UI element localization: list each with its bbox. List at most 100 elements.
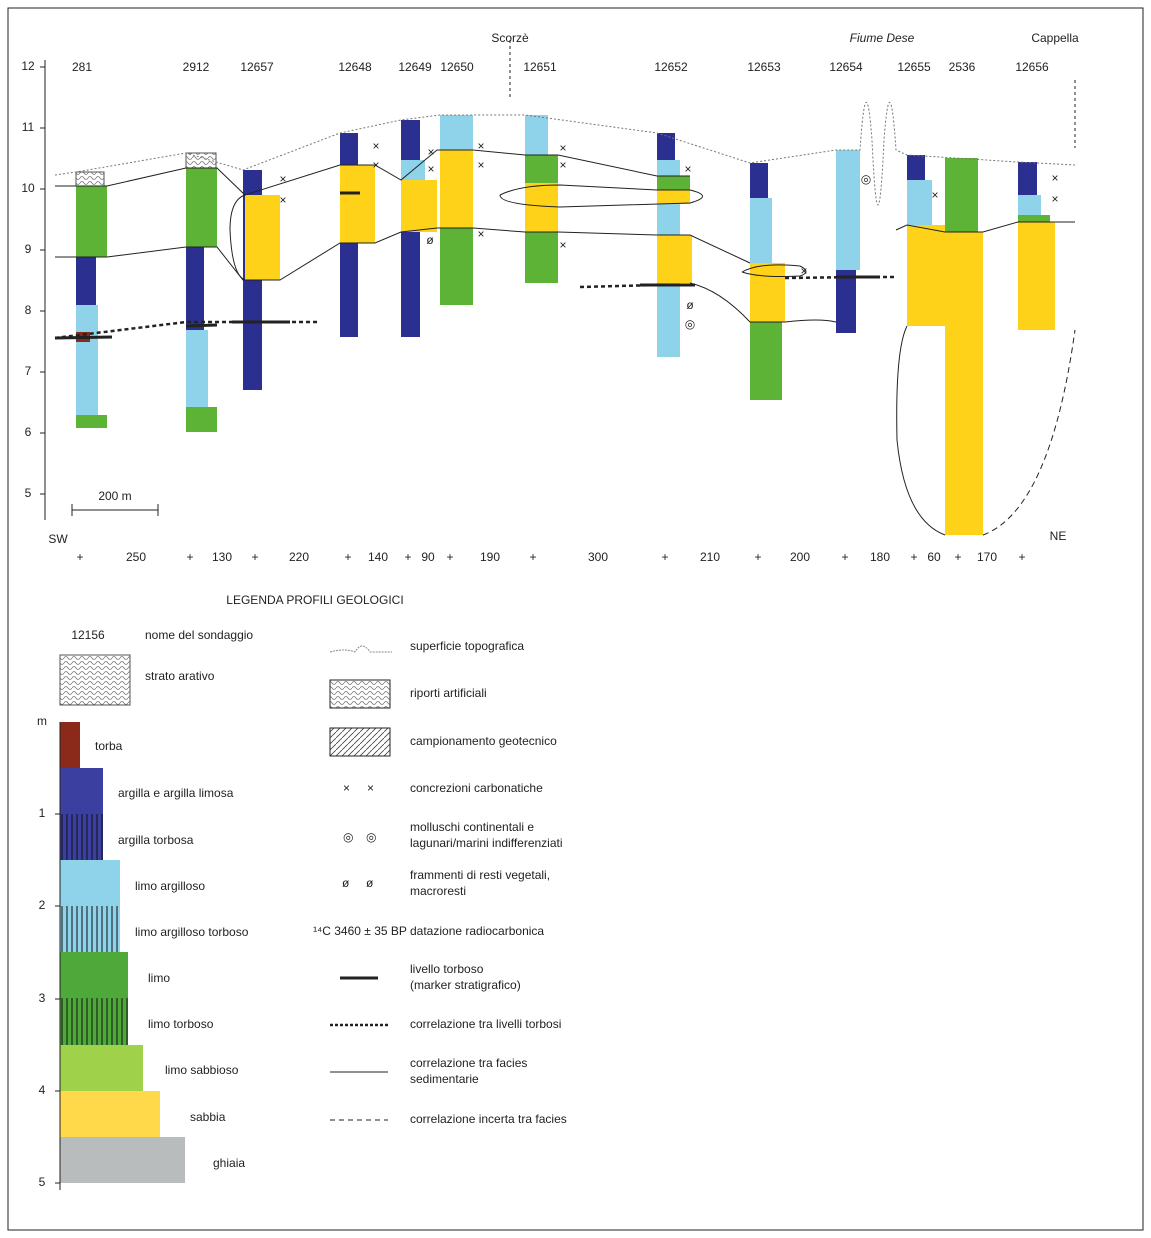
elevation-tick: 9 bbox=[25, 242, 32, 256]
svg-text:×: × bbox=[343, 781, 350, 795]
distance-label: 200 bbox=[790, 550, 810, 564]
place-label: Fiume Dese bbox=[850, 31, 915, 45]
svg-text:ø: ø bbox=[342, 876, 350, 890]
borehole-spacing-mark: + bbox=[186, 550, 193, 564]
carbonate-concretion: × bbox=[559, 238, 566, 252]
borehole-name: 12649 bbox=[398, 60, 432, 74]
lithology-label: limo bbox=[148, 971, 170, 985]
borehole-spacing-mark: + bbox=[841, 550, 848, 564]
lithology-label: limo sabbioso bbox=[165, 1063, 239, 1077]
correlation-lines bbox=[44, 40, 1076, 536]
borehole-spacing-mark: + bbox=[76, 550, 83, 564]
lithology-label: torba bbox=[95, 739, 123, 753]
borehole-spacing-mark: + bbox=[954, 550, 961, 564]
carbonate-concretion: × bbox=[279, 193, 286, 207]
depth-tick: 1 bbox=[39, 806, 46, 820]
symbol-label: campionamento geotecnico bbox=[410, 734, 557, 748]
elevation-tick: 8 bbox=[25, 303, 32, 317]
borehole-spacing-mark: + bbox=[446, 550, 453, 564]
borehole-spacing-mark: + bbox=[529, 550, 536, 564]
svg-text:◎: ◎ bbox=[343, 830, 353, 844]
borehole-spacing-mark: + bbox=[661, 550, 668, 564]
lithology-label: limo torboso bbox=[148, 1017, 214, 1031]
borehole-spacing-mark: + bbox=[754, 550, 761, 564]
distance-label: 140 bbox=[368, 550, 388, 564]
symbol-label: (marker stratigrafico) bbox=[410, 978, 521, 992]
symbol-label: livello torboso bbox=[410, 962, 484, 976]
carbonate-concretion: × bbox=[559, 158, 566, 172]
borehole-name: 2912 bbox=[183, 60, 210, 74]
borehole-columns bbox=[75, 115, 1055, 535]
lithology-label: argilla e argilla limosa bbox=[118, 786, 234, 800]
carbonate-concretion: × bbox=[800, 264, 807, 278]
carbonate-concretion: × bbox=[372, 139, 379, 153]
svg-text:ø: ø bbox=[366, 876, 374, 890]
distance-label: 60 bbox=[927, 550, 941, 564]
frame bbox=[7, 7, 1144, 1231]
elevation-tick: 11 bbox=[22, 120, 35, 134]
distance-label: 300 bbox=[588, 550, 608, 564]
depth-unit: m bbox=[37, 714, 47, 728]
distance-label: 190 bbox=[480, 550, 500, 564]
borehole-name: 2536 bbox=[949, 60, 976, 74]
legend-graphics: × × ◎ ◎ ø ø bbox=[55, 645, 392, 1190]
borehole-spacing-mark: + bbox=[404, 550, 411, 564]
symbol-label: correlazione tra livelli torbosi bbox=[410, 1017, 561, 1031]
radiocarbon-example: ¹⁴C 3460 ± 35 BP bbox=[313, 924, 407, 938]
symbol-label: concrezioni carbonatiche bbox=[410, 781, 543, 795]
carbonate-concretion: × bbox=[427, 162, 434, 176]
fossil-symbol: ◎ bbox=[861, 172, 871, 186]
distance-label: 220 bbox=[289, 550, 309, 564]
borehole-name: 12654 bbox=[829, 60, 863, 74]
carbonate-concretion: × bbox=[1051, 192, 1058, 206]
borehole-name: 12648 bbox=[338, 60, 372, 74]
symbol-label: lagunari/marini indifferenziati bbox=[410, 836, 563, 850]
svg-text:◎: ◎ bbox=[366, 830, 376, 844]
lithology-label: limo argilloso bbox=[135, 879, 205, 893]
elevation-tick: 10 bbox=[21, 181, 35, 195]
fossil-symbol: ◎ bbox=[685, 317, 695, 331]
elevation-tick: 12 bbox=[21, 59, 35, 73]
depth-tick: 5 bbox=[39, 1175, 46, 1189]
symbol-label: correlazione tra facies bbox=[410, 1056, 527, 1070]
symbols: × × × × × × × × × × × × × × × × × ø ø ◎ ◎ bbox=[279, 139, 1058, 331]
direction-label: SW bbox=[48, 532, 68, 546]
elevation-tick: 6 bbox=[25, 425, 32, 439]
borehole-spacing-mark: + bbox=[1018, 550, 1025, 564]
scale-bar-label: 200 m bbox=[98, 489, 131, 503]
place-label: Scorzè bbox=[491, 31, 529, 45]
carbonate-concretion: × bbox=[931, 188, 938, 202]
symbol-label: molluschi continentali e bbox=[410, 820, 534, 834]
distance-label: 180 bbox=[870, 550, 890, 564]
carbonate-concretion: × bbox=[279, 172, 286, 186]
carbonate-concretion: × bbox=[477, 158, 484, 172]
symbol-label: riporti artificiali bbox=[410, 686, 487, 700]
distance-label: 250 bbox=[126, 550, 146, 564]
carbonate-concretion: × bbox=[684, 162, 691, 176]
symbol-label: datazione radiocarbonica bbox=[410, 924, 544, 938]
distance-label: 130 bbox=[212, 550, 232, 564]
elevation-tick: 7 bbox=[25, 364, 32, 378]
lithology-label: sabbia bbox=[190, 1110, 226, 1124]
distance-label: 90 bbox=[421, 550, 435, 564]
depth-tick: 3 bbox=[39, 991, 46, 1005]
borehole-name: 12653 bbox=[747, 60, 781, 74]
borehole-name: 12657 bbox=[240, 60, 274, 74]
carbonate-concretion: × bbox=[477, 139, 484, 153]
direction-label: NE bbox=[1050, 529, 1067, 543]
symbol-label: sedimentarie bbox=[410, 1072, 479, 1086]
lithology-label: limo argilloso torboso bbox=[135, 925, 249, 939]
borehole-spacing-mark: + bbox=[251, 550, 258, 564]
carbonate-concretion: × bbox=[559, 141, 566, 155]
fossil-symbol: ø bbox=[686, 298, 694, 312]
lithology-label: argilla torbosa bbox=[118, 833, 194, 847]
symbol-label: macroresti bbox=[410, 884, 466, 898]
borehole-name: 12650 bbox=[440, 60, 474, 74]
borehole-name: 12655 bbox=[897, 60, 931, 74]
legend-title: LEGENDA PROFILI GEOLOGICI bbox=[226, 593, 403, 607]
place-label: Cappella bbox=[1031, 31, 1079, 45]
carbonate-concretion: × bbox=[427, 145, 434, 159]
borehole-name: 12656 bbox=[1015, 60, 1049, 74]
borehole-name: 281 bbox=[72, 60, 92, 74]
